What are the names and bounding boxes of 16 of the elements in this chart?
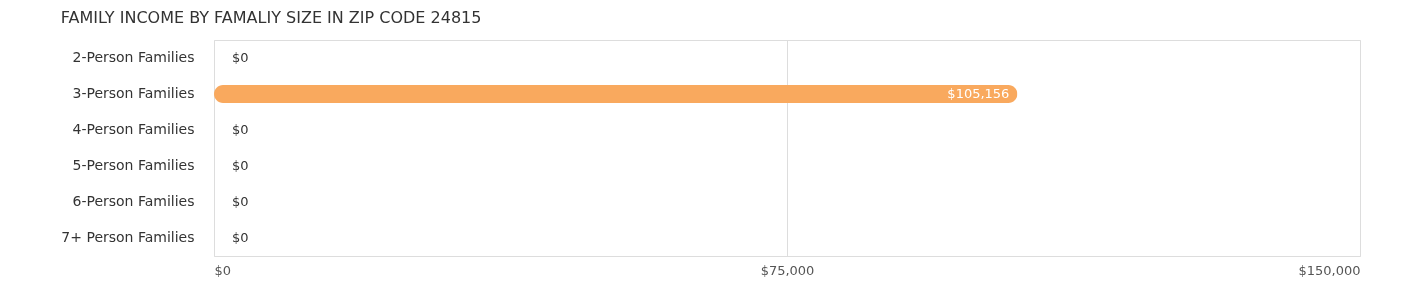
chart-title: FAMILY INCOME BY FAMALIY SIZE IN ZIP CODE 24815 (60, 8, 482, 27)
data-label: $0 (232, 194, 249, 209)
x-tick-label: $0 (214, 262, 232, 278)
data-label: $0 (232, 158, 249, 173)
data-label: $0 (232, 230, 249, 245)
y-tick-label: 4-Person Families (72, 121, 195, 137)
y-tick-label: 2-Person Families (72, 49, 195, 65)
y-tick-label: 7+ Person Families (61, 229, 195, 245)
data-label: $0 (232, 50, 249, 65)
x-tick-label: $75,000 (760, 262, 815, 278)
data-label: $0 (232, 122, 249, 137)
y-tick-label: 5-Person Families (72, 157, 195, 173)
x-tick-label: $150,000 (1298, 262, 1361, 278)
data-label: $105,156 (947, 86, 1010, 101)
y-tick-label: 6-Person Families (72, 193, 195, 209)
y-tick-label: 3-Person Families (72, 85, 195, 101)
